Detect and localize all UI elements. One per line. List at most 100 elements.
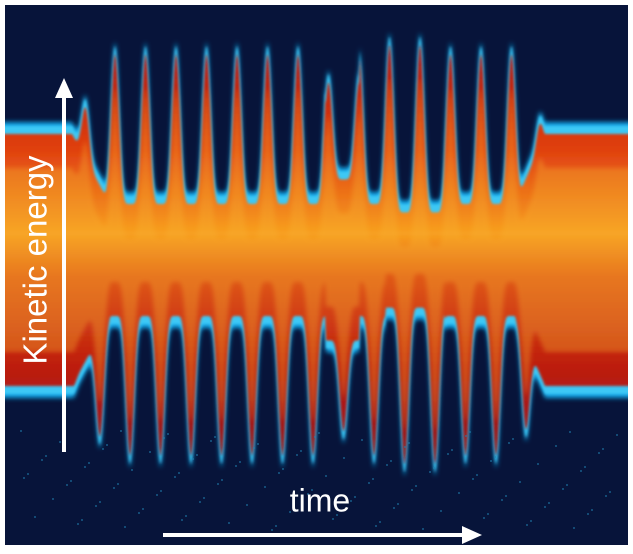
- speckle: [605, 495, 607, 497]
- speckle: [343, 457, 345, 459]
- speckle: [587, 513, 589, 515]
- speckle: [408, 442, 410, 444]
- speckle: [591, 509, 593, 511]
- speckle: [203, 497, 205, 499]
- speckle: [490, 460, 492, 462]
- heat-center: [5, 78, 628, 431]
- speckle: [318, 432, 320, 434]
- speckle: [196, 454, 198, 456]
- speckle: [476, 474, 478, 476]
- speckle: [174, 476, 176, 478]
- speckle: [293, 507, 295, 509]
- speckle: [59, 441, 61, 443]
- x-axis-label: time: [290, 482, 350, 518]
- speckle: [246, 504, 248, 506]
- spectrogram: [5, 32, 628, 531]
- speckle: [429, 471, 431, 473]
- speckle: [325, 475, 327, 477]
- speckle: [214, 436, 216, 438]
- speckle: [411, 489, 413, 491]
- speckle: [124, 526, 126, 528]
- speckle: [494, 456, 496, 458]
- speckle: [569, 431, 571, 433]
- speckle: [336, 514, 338, 516]
- speckle: [99, 501, 101, 503]
- speckle: [548, 502, 550, 504]
- speckle: [598, 452, 600, 454]
- speckle: [602, 448, 604, 450]
- x-arrow-head: [462, 526, 482, 544]
- speckle: [217, 483, 219, 485]
- speckle: [264, 486, 266, 488]
- speckle: [20, 430, 22, 432]
- speckle: [440, 510, 442, 512]
- speckle: [519, 481, 521, 483]
- speckle: [178, 472, 180, 474]
- speckle: [34, 516, 36, 518]
- speckle: [375, 525, 377, 527]
- speckle: [311, 489, 313, 491]
- speckle: [393, 507, 395, 509]
- speckle: [52, 498, 54, 500]
- speckle: [149, 451, 151, 453]
- speckle: [404, 446, 406, 448]
- speckle: [472, 478, 474, 480]
- speckle: [372, 478, 374, 480]
- speckle: [609, 491, 611, 493]
- speckle: [160, 490, 162, 492]
- speckle: [544, 506, 546, 508]
- speckle: [458, 492, 460, 494]
- speckle: [106, 444, 108, 446]
- speckle: [278, 472, 280, 474]
- speckle: [390, 460, 392, 462]
- speckle: [465, 435, 467, 437]
- speckle: [228, 522, 230, 524]
- speckle: [181, 519, 183, 521]
- speckle: [483, 517, 485, 519]
- speckle: [271, 529, 273, 531]
- speckle: [257, 443, 259, 445]
- speckle: [235, 465, 237, 467]
- speckle: [113, 487, 115, 489]
- speckle: [505, 495, 507, 497]
- speckle: [138, 512, 140, 514]
- speckle: [469, 431, 471, 433]
- speckle: [307, 493, 309, 495]
- speckle: [167, 433, 169, 435]
- speckle: [361, 439, 363, 441]
- speckle: [84, 466, 86, 468]
- speckle: [45, 455, 47, 457]
- speckle: [275, 525, 277, 527]
- speckle: [573, 527, 575, 529]
- speckle: [199, 501, 201, 503]
- speckle: [526, 524, 528, 526]
- speckle: [239, 461, 241, 463]
- speckle: [221, 479, 223, 481]
- speckle: [447, 453, 449, 455]
- speckle: [282, 468, 284, 470]
- speckle: [117, 483, 119, 485]
- speckle: [433, 467, 435, 469]
- speckle: [354, 496, 356, 498]
- speckle: [368, 482, 370, 484]
- speckle: [81, 519, 83, 521]
- speckle: [451, 449, 453, 451]
- speckle: [23, 477, 25, 479]
- speckle: [120, 430, 122, 432]
- speckle: [185, 515, 187, 517]
- speckle: [156, 494, 158, 496]
- speckle: [77, 523, 79, 525]
- speckle: [566, 484, 568, 486]
- speckle: [580, 470, 582, 472]
- speckle: [386, 464, 388, 466]
- speckle: [210, 440, 212, 442]
- speckle: [350, 500, 352, 502]
- speckle: [415, 485, 417, 487]
- speckle: [332, 518, 334, 520]
- speckle: [142, 508, 144, 510]
- speckle: [95, 505, 97, 507]
- speckle: [70, 480, 72, 482]
- speckle: [397, 503, 399, 505]
